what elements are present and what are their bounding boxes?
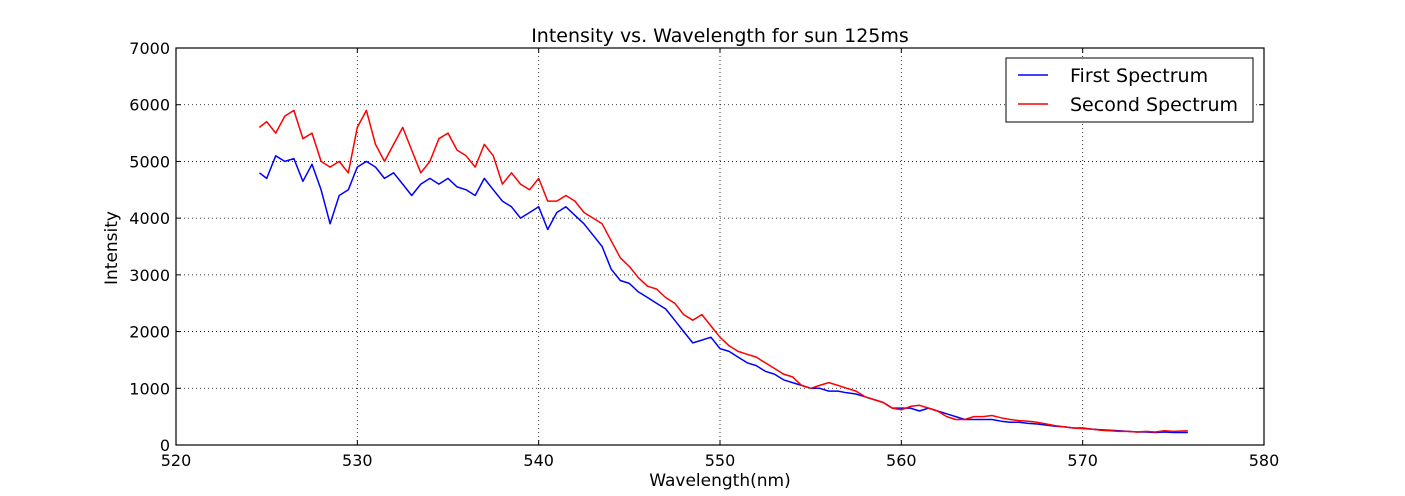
legend-label-first-spectrum: First Spectrum (1070, 65, 1208, 87)
legend-label-second-spectrum: Second Spectrum (1070, 94, 1238, 116)
series-line-first-spectrum (258, 155, 1188, 434)
series-layer (258, 109, 1188, 434)
x-tick-label: 540 (523, 451, 554, 470)
axis-ticks: 520 530 540 550 560 570 580 0 1000 2000 3000 4000 50… (129, 39, 1279, 470)
series-line-second-spectrum (258, 109, 1188, 433)
y-tick-label: 4000 (129, 209, 170, 228)
y-tick-label: 1000 (129, 379, 170, 398)
x-tick-label: 530 (342, 451, 373, 470)
x-tick-label: 570 (1067, 451, 1098, 470)
chart-title: Intensity vs. Wavelength for sun 125ms (531, 25, 909, 47)
y-tick-label: 0 (160, 436, 170, 455)
legend-box (1005, 57, 1254, 123)
x-tick-label: 560 (886, 451, 917, 470)
x-tick-label: 580 (1249, 451, 1280, 470)
y-tick-label: 7000 (129, 39, 170, 58)
legend: First Spectrum Second Spectrum (1005, 57, 1254, 123)
y-tick-label: 3000 (129, 266, 170, 285)
grid-lines (176, 48, 1264, 445)
y-tick-label: 2000 (129, 323, 170, 342)
x-tick-label: 550 (705, 451, 736, 470)
y-tick-label: 5000 (129, 152, 170, 171)
y-tick-label: 6000 (129, 96, 170, 115)
x-axis-title: Wavelength(nm) (649, 471, 790, 491)
x-tick-label: 520 (161, 451, 192, 470)
y-axis-title: Intensity (102, 211, 122, 285)
